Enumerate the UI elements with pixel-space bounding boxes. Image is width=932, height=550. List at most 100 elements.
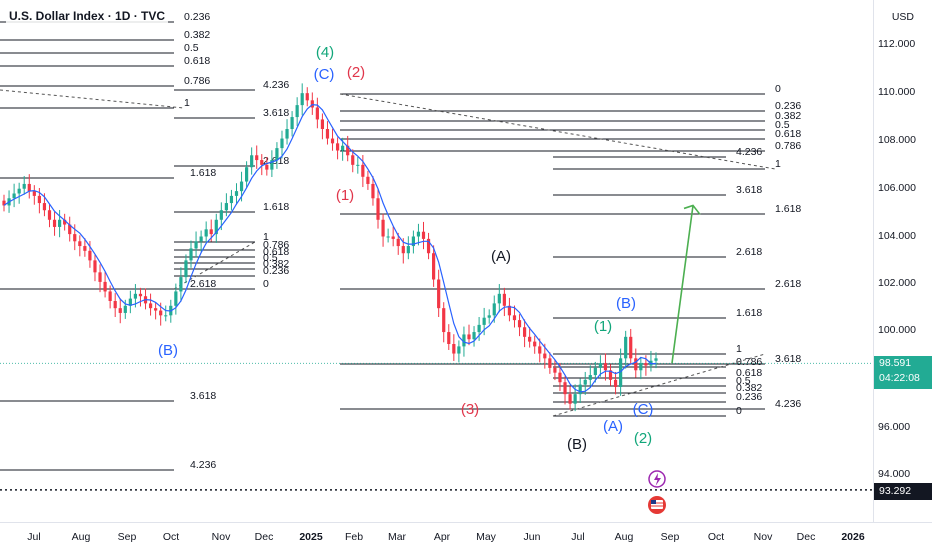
fib-level-label: 1.618 [736,307,762,319]
candle-body [194,241,198,249]
candle-body [17,188,21,194]
candle-body [457,346,461,354]
projection-arrow-head [683,204,701,215]
candle-body [37,195,41,204]
candle-body [12,193,16,199]
candle-body [432,253,436,280]
candle-body [603,363,608,371]
fib-level-label: 3.618 [190,390,216,402]
fib-level-label: 0 [775,83,781,95]
candle-body [315,107,319,120]
candle-body [472,332,476,340]
candle-body [108,291,112,301]
candle-body [644,363,648,366]
candle-body [351,155,355,165]
candle-body [386,236,390,238]
candle-body [553,367,557,373]
candle-body [437,279,441,309]
time-axis-tick: Oct [708,531,724,543]
lightning-bolt-icon [654,473,661,486]
candle-body [341,145,345,151]
candle-body [93,260,97,273]
time-axis-tick: Jun [524,531,541,543]
candle-body [634,358,638,371]
fib-level-label: 4.236 [736,146,762,158]
candle-body [563,382,567,395]
candle-body [310,100,314,108]
symbol-legend-title[interactable]: U.S. Dollar Index · 1D · TVC [6,9,169,23]
candle-body [295,105,299,118]
dotted-level-price-tag: 93.292 [874,483,932,500]
candle-body [578,384,582,395]
candle-body [558,372,562,383]
candle-body [482,317,486,325]
fib-level-label: 0.236 [775,100,801,112]
fib-level-label: 0.786 [736,356,762,368]
candle-body [356,164,360,166]
candle-body [462,334,466,347]
time-axis-tick: Dec [255,531,274,543]
candle-body [573,394,577,404]
candle-body [497,293,501,304]
candle-body [22,183,26,189]
elliott-wave-label: (3) [461,401,479,418]
candle-body [32,191,36,196]
elliott-wave-label: (1) [336,187,354,204]
fib-level-label: 0.236 [736,391,762,403]
fib-level-label: 0 [263,278,269,290]
currency-label[interactable]: USD [891,11,914,23]
fib-level-label: 0.5 [184,42,199,54]
candle-body [588,375,592,380]
price-axis-tick: 110.000 [878,86,915,98]
candle-body [300,93,304,106]
fib-level-label: 0.382 [775,110,801,122]
candle-body [335,143,340,151]
candle-body [517,320,522,328]
candle-body [73,234,77,242]
time-axis-tick: Nov [212,531,231,543]
fib-level-label: 0.786 [263,239,289,251]
fib-level-label: 1 [736,343,742,355]
fib-level-label: 0.382 [184,29,210,41]
candle-body [189,248,193,261]
candle-body [57,219,62,227]
price-axis-tick: 112.000 [878,38,915,50]
candle-body [381,219,385,237]
candle-body [98,272,102,282]
candle-body [118,308,122,313]
candle-body [568,394,572,404]
candle-body [224,203,228,211]
candle-body [174,291,178,306]
fib-level-label: 0.786 [775,140,801,152]
time-axis-tick: Sep [118,531,137,543]
moving-average-line [3,103,656,393]
elliott-wave-label: (4) [316,44,334,61]
candle-body [63,219,67,225]
time-axis-tick: May [476,531,497,543]
candle-body [214,219,218,235]
candle-body [148,303,153,309]
current-price-tag: 98.591 04:22:08 [874,356,932,389]
elliott-wave-label: (2) [634,430,652,447]
candle-body [133,293,138,299]
fib-level-label: 0.5 [736,375,751,387]
candle-body [234,191,239,196]
candle-body [204,229,208,237]
price-axis-tick: 96.000 [878,421,910,433]
fib-level-label: 0.5 [263,252,278,264]
candle-body [219,210,223,220]
fib-level-label: 3.618 [775,353,801,365]
candle-body [113,301,117,309]
candle-body [123,305,127,313]
elliott-wave-label: (C) [314,66,335,83]
time-axis-tick: Jul [27,531,40,543]
candle-body [275,148,279,161]
fib-level-label: 0.382 [736,382,762,394]
candle-body [401,246,405,254]
time-axis-tick: Dec [797,531,816,543]
fib-level-label: 0.618 [263,246,289,258]
candle-body [325,129,330,139]
candle-body [280,138,284,149]
candle-body [255,155,259,161]
